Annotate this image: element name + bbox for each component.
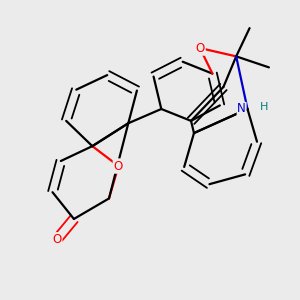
Text: O: O bbox=[195, 42, 205, 55]
Text: O: O bbox=[114, 160, 123, 172]
Text: H: H bbox=[260, 103, 268, 112]
Text: N: N bbox=[237, 103, 246, 116]
Text: O: O bbox=[52, 233, 61, 246]
